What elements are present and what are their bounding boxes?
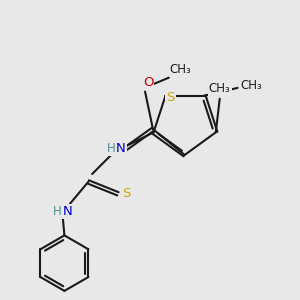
- Text: S: S: [122, 187, 130, 200]
- Text: H: H: [53, 205, 62, 218]
- Text: O: O: [143, 76, 153, 89]
- Text: N: N: [62, 205, 72, 218]
- Text: CH₃: CH₃: [209, 82, 231, 95]
- Text: H: H: [106, 142, 116, 155]
- Text: CH₃: CH₃: [170, 63, 192, 76]
- Text: O: O: [113, 146, 124, 160]
- Text: N: N: [116, 142, 126, 155]
- Text: S: S: [166, 91, 175, 104]
- Text: CH₃: CH₃: [241, 80, 262, 92]
